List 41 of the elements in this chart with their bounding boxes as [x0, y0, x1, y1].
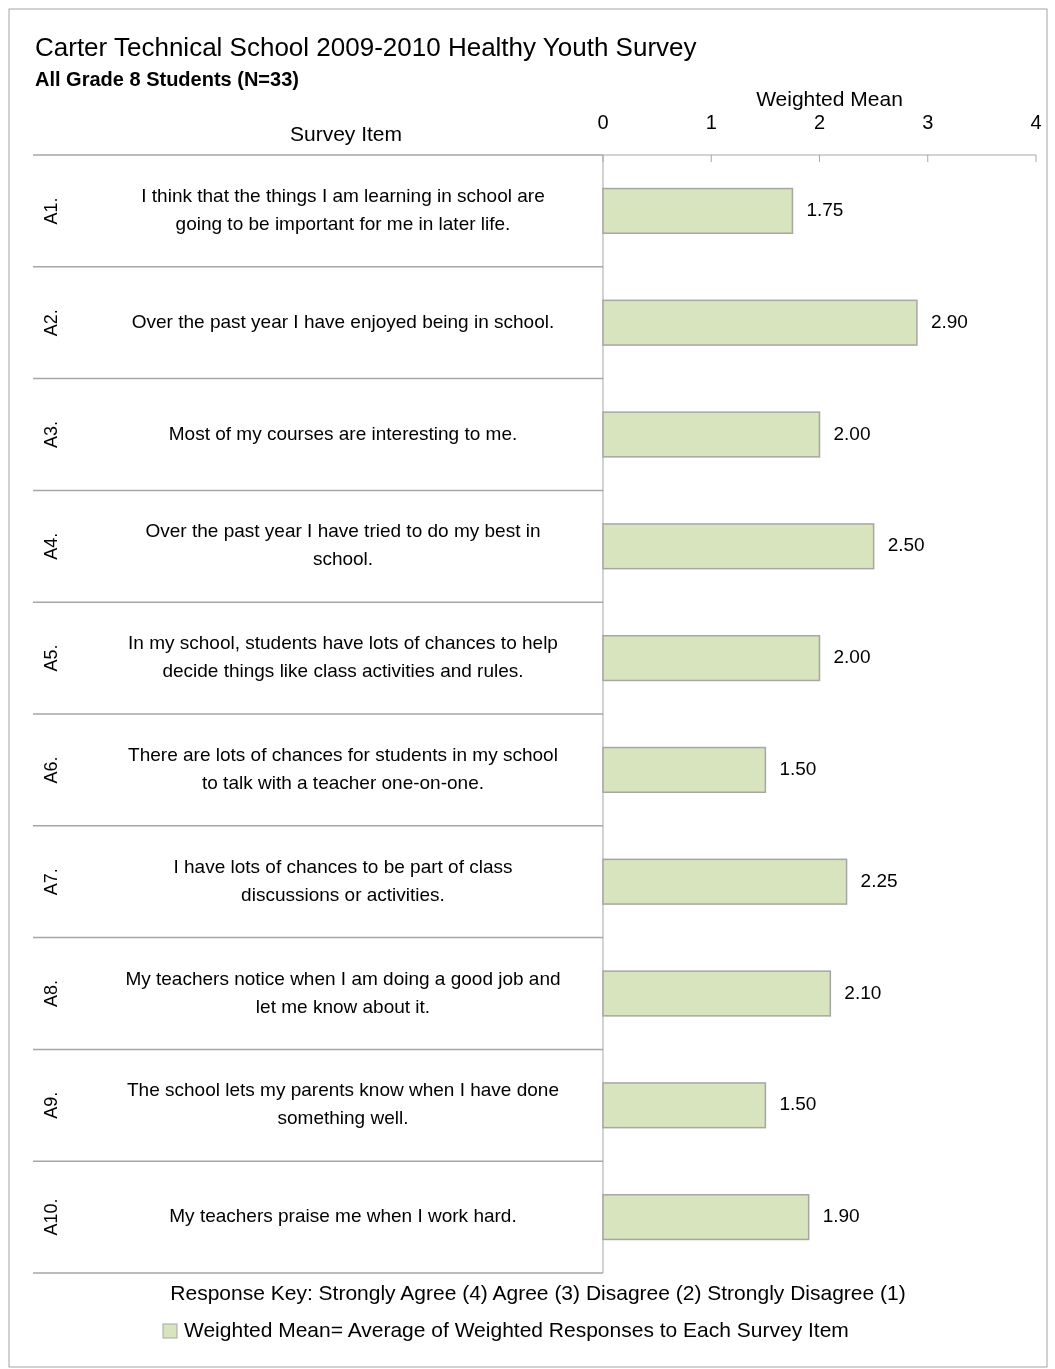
text: A8. — [40, 979, 61, 1008]
text: A9. — [40, 1091, 61, 1119]
y-tick-label: I have lots of chances to be part of class discussions or activities. — [173, 855, 513, 905]
x-tick-label: 4 — [1030, 111, 1042, 133]
text: Response Key: Strongly Agree (4) Agree (3) Disagree (2) Strongly Disagree (1) — [170, 1281, 906, 1304]
text: A1. — [40, 197, 61, 225]
data-label: 1.50 — [779, 757, 817, 779]
x-tick-label: 0 — [597, 111, 609, 133]
data-label: 1.75 — [806, 198, 844, 220]
text: A2. — [40, 309, 61, 337]
text: Carter Technical School 2009-2010 Healthy Youth Survey — [35, 32, 697, 62]
text: A4. — [40, 532, 61, 560]
text: All Grade 8 Students (N=33) — [35, 68, 299, 90]
y-tick-label: In my school, students have lots of chances to help decide things like class activities and rules. — [128, 632, 558, 682]
text: A3. — [40, 420, 61, 449]
data-label: 2.50 — [887, 534, 925, 556]
y-tick-label: Most of my courses are interesting to me. — [168, 422, 518, 444]
text: A6. — [40, 756, 61, 784]
y-tick-label: Over the past year I have tried to do my best in school. — [145, 520, 541, 570]
y-axis-title: Survey Item — [289, 122, 403, 145]
x-tick-label: 3 — [922, 111, 934, 133]
data-label: 2.90 — [930, 310, 968, 332]
y-tick-label: My teachers notice when I am doing a good job and let me know about it. — [125, 967, 561, 1017]
data-label: 2.10 — [844, 981, 882, 1003]
y-tick-label: There are lots of chances for students in my school to talk with a teacher one-on-one. — [128, 743, 558, 793]
y-tick-label: Over the past year I have enjoyed being in school. — [131, 310, 555, 332]
data-label: 2.00 — [833, 422, 871, 444]
text: A5. — [40, 644, 61, 672]
x-tick-label: 2 — [813, 111, 826, 133]
y-tick-label: My teachers praise me when I work hard. — [169, 1205, 517, 1227]
data-label: 1.50 — [779, 1093, 817, 1115]
y-tick-label: The school lets my parents know when I have done something well. — [127, 1079, 559, 1129]
text: A10. — [40, 1198, 61, 1236]
legend-label: Weighted Mean= Average of Weighted Responses to Each Survey Item — [184, 1318, 849, 1341]
x-tick-label: 1 — [705, 111, 717, 133]
text: A7. — [40, 868, 61, 896]
x-axis-title: Weighted Mean — [756, 87, 903, 110]
data-label: 2.00 — [833, 646, 871, 668]
y-tick-label: I think that the things I am learning in school are going to be important for me in later life. — [141, 184, 545, 234]
data-label: 1.90 — [822, 1205, 860, 1227]
data-label: 2.25 — [860, 869, 898, 891]
